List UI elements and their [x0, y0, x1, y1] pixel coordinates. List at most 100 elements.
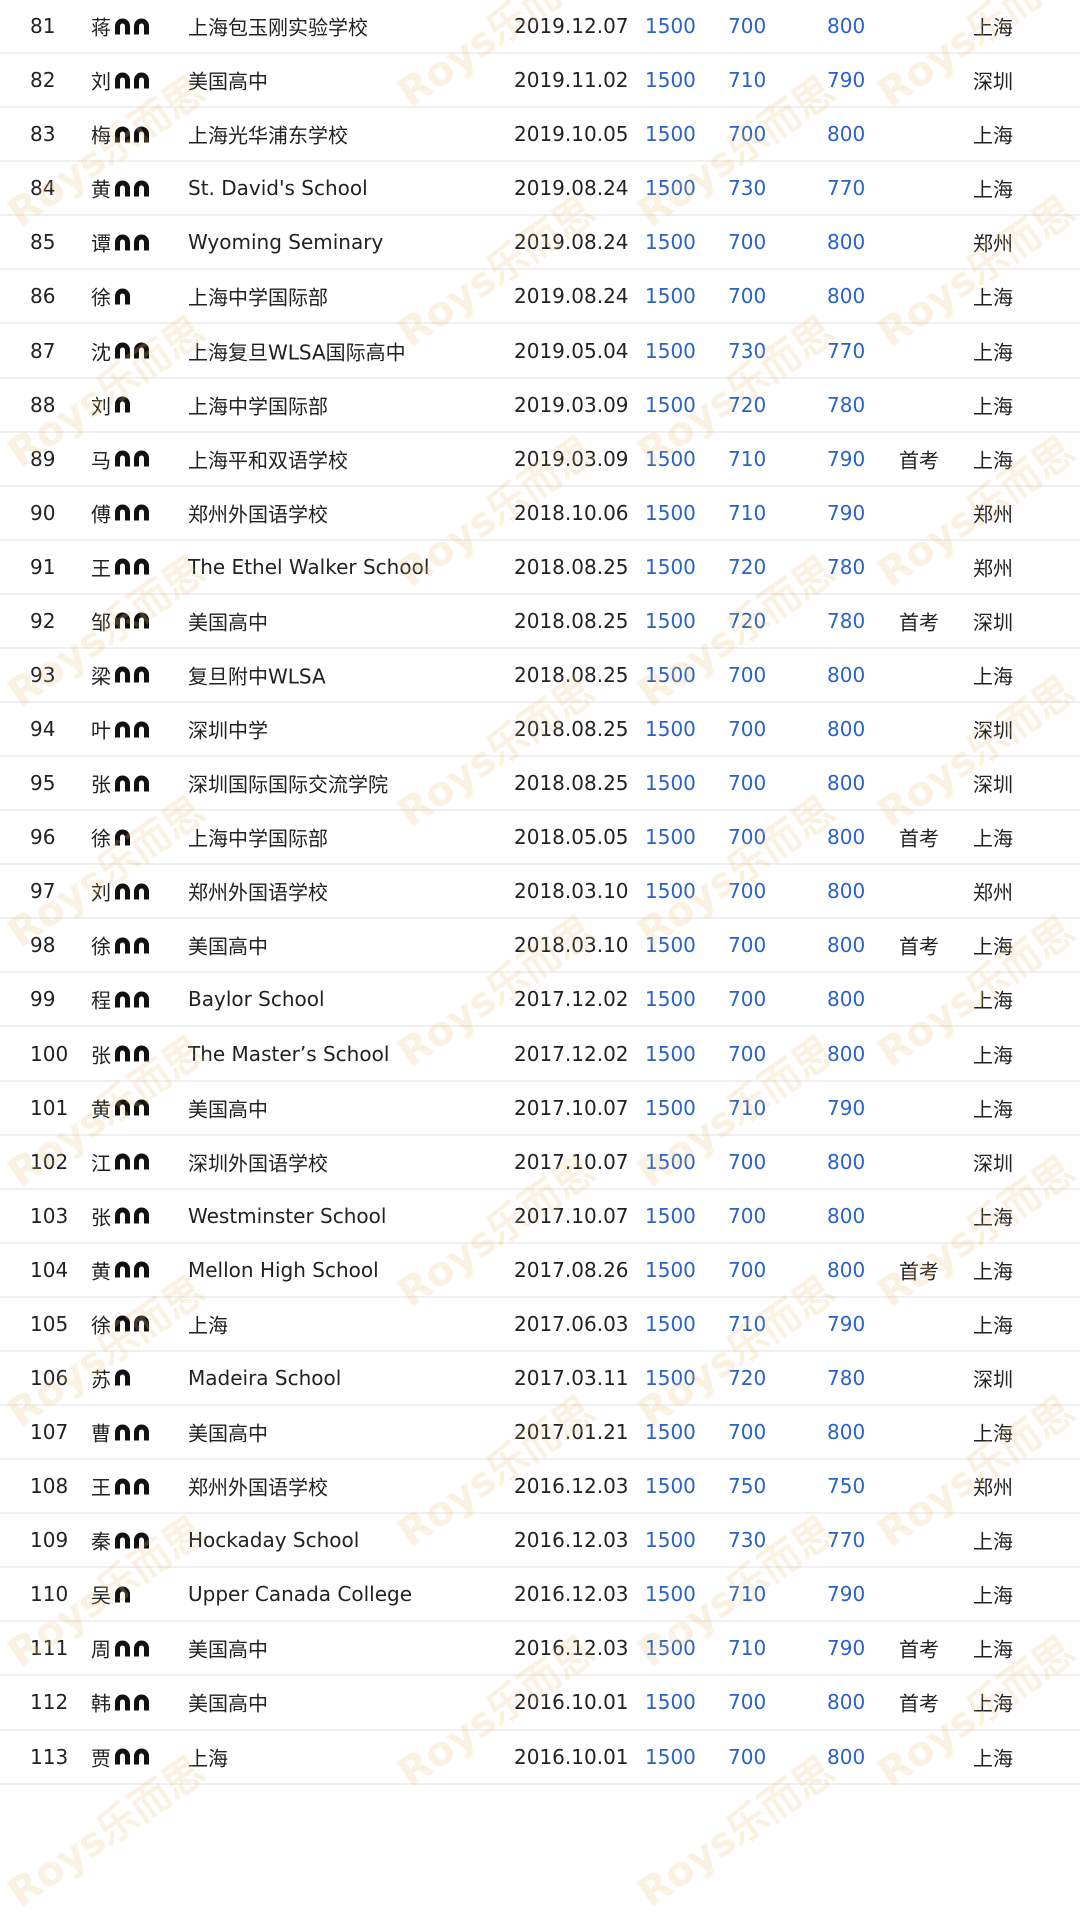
table-row: 88 刘 上海中学国际部 2019.03.09 1500 720 780 上海	[0, 379, 1080, 433]
date-cell: 2019.08.24	[514, 176, 629, 201]
s1-cell: 720	[728, 554, 767, 579]
student-name: 刘	[91, 390, 130, 419]
surname: 徐	[91, 934, 111, 959]
rank-cell: 103	[30, 1203, 69, 1228]
rank-cell: 87	[30, 338, 56, 363]
city-cell: 上海	[973, 15, 1013, 40]
school-cell: 美国高中	[188, 934, 268, 959]
surname: 张	[91, 1043, 111, 1068]
s1-cell: 700	[728, 284, 767, 309]
total-cell: 1500	[645, 1095, 696, 1120]
note-cell: 首考	[899, 610, 939, 635]
student-name: 沈	[91, 336, 149, 365]
s1-cell: 700	[728, 879, 767, 904]
s2-cell: 800	[827, 1149, 866, 1174]
city-cell: 郑州	[973, 1475, 1013, 1500]
table-row: 97 刘 郑州外国语学校 2018.03.10 1500 700 800 郑州	[0, 865, 1080, 920]
redaction-mask-icon	[115, 991, 130, 1008]
rank-cell: 83	[30, 122, 56, 147]
city-cell: 上海	[973, 340, 1013, 364]
school-cell: Upper Canada College	[188, 1582, 412, 1607]
table-row: 100 张 The Master’s School 2017.12.02 1500 700…	[0, 1027, 1080, 1082]
surname: 傅	[91, 502, 111, 527]
city-cell: 上海	[973, 934, 1013, 959]
redaction-mask-icon	[134, 1640, 149, 1657]
note-cell: 首考	[899, 1637, 939, 1662]
date-cell: 2018.08.25	[514, 662, 629, 687]
note-cell: 首考	[899, 1259, 939, 1284]
total-cell: 1500	[645, 1041, 696, 1066]
school-cell: Mellon High School	[188, 1257, 379, 1282]
date-cell: 2017.08.26	[514, 1257, 629, 1282]
note-cell: 首考	[899, 934, 939, 959]
total-cell: 1500	[645, 608, 696, 633]
rank-cell: 107	[30, 1420, 69, 1445]
total-cell: 1500	[645, 1311, 696, 1336]
s2-cell: 780	[827, 554, 866, 579]
redaction-mask-icon	[134, 1153, 149, 1170]
s1-cell: 700	[728, 1257, 767, 1282]
city-cell: 上海	[973, 448, 1013, 473]
student-name: 马	[91, 444, 149, 473]
s1-cell: 700	[728, 122, 767, 147]
total-cell: 1500	[645, 1474, 696, 1499]
date-cell: 2019.10.05	[514, 122, 629, 147]
redaction-mask-icon	[115, 775, 130, 792]
surname: 叶	[91, 718, 111, 743]
redaction-mask-icon	[115, 1478, 130, 1495]
s1-cell: 730	[728, 176, 767, 201]
note-cell: 首考	[899, 448, 939, 473]
s1-cell: 710	[728, 500, 767, 525]
s1-cell: 700	[728, 717, 767, 742]
s2-cell: 770	[827, 176, 866, 201]
total-cell: 1500	[645, 1257, 696, 1282]
surname: 梁	[91, 664, 111, 689]
redaction-mask-icon	[115, 1153, 130, 1170]
student-name: 叶	[91, 715, 149, 744]
redaction-mask-icon	[115, 234, 130, 251]
school-cell: 复旦附中WLSA	[188, 664, 326, 689]
s2-cell: 790	[827, 1311, 866, 1336]
school-cell: 上海平和双语学校	[188, 448, 348, 473]
s2-cell: 790	[827, 1095, 866, 1120]
student-name: 邹	[91, 606, 149, 635]
s1-cell: 700	[728, 771, 767, 796]
rank-cell: 92	[30, 608, 56, 633]
total-cell: 1500	[645, 1582, 696, 1607]
surname: 王	[91, 1475, 111, 1500]
school-cell: 深圳国际国际交流学院	[188, 772, 388, 797]
rank-cell: 113	[30, 1744, 69, 1769]
total-cell: 1500	[645, 1744, 696, 1769]
school-cell: 美国高中	[188, 1637, 268, 1662]
redaction-mask-icon	[134, 180, 149, 197]
school-cell: 深圳外国语学校	[188, 1151, 328, 1176]
s1-cell: 700	[728, 1203, 767, 1228]
redaction-mask-icon	[134, 666, 149, 683]
s2-cell: 800	[827, 1257, 866, 1282]
student-name: 王	[91, 552, 149, 581]
s2-cell: 780	[827, 1365, 866, 1390]
s2-cell: 800	[827, 122, 866, 147]
city-cell: 上海	[973, 1205, 1013, 1230]
rank-cell: 100	[30, 1041, 69, 1066]
city-cell: 深圳	[973, 69, 1013, 94]
s2-cell: 800	[827, 1744, 866, 1769]
student-name: 谭	[91, 228, 149, 257]
city-cell: 上海	[973, 826, 1013, 851]
redaction-mask-icon	[134, 612, 149, 629]
date-cell: 2018.05.05	[514, 825, 629, 850]
date-cell: 2016.12.03	[514, 1474, 629, 1499]
total-cell: 1500	[645, 122, 696, 147]
city-cell: 上海	[973, 1583, 1013, 1608]
total-cell: 1500	[645, 987, 696, 1012]
redaction-mask-icon	[115, 180, 130, 197]
surname: 江	[91, 1151, 111, 1176]
surname: 苏	[91, 1367, 111, 1392]
city-cell: 上海	[973, 1421, 1013, 1446]
rank-cell: 93	[30, 662, 56, 687]
table-row: 95 张 深圳国际国际交流学院 2018.08.25 1500 700 800 深圳	[0, 757, 1080, 812]
surname: 刘	[91, 880, 111, 905]
total-cell: 1500	[645, 1420, 696, 1445]
date-cell: 2017.06.03	[514, 1311, 629, 1336]
redaction-mask-icon	[134, 1207, 149, 1224]
